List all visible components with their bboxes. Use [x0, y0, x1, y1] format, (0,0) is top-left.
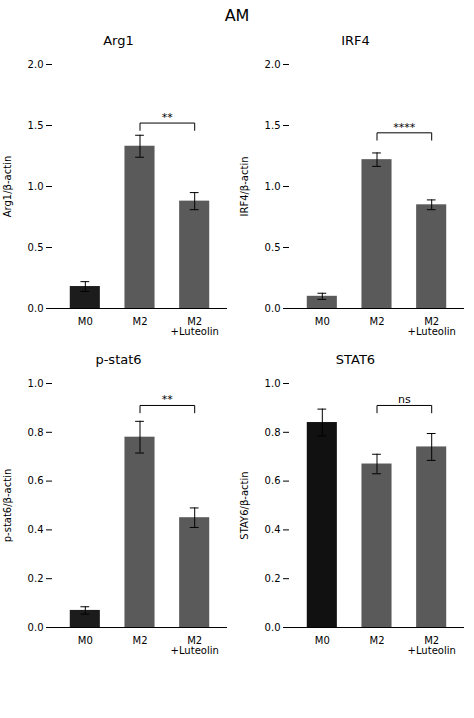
- svg-text:ns: ns: [398, 393, 411, 406]
- svg-text:1.0: 1.0: [28, 378, 44, 389]
- svg-text:0.0: 0.0: [265, 622, 281, 633]
- svg-text:1.0: 1.0: [265, 378, 281, 389]
- svg-text:1.5: 1.5: [265, 120, 281, 131]
- svg-text:**: **: [162, 393, 174, 406]
- svg-text:IRF4/β-actin: IRF4/β-actin: [239, 156, 250, 216]
- svg-text:0.0: 0.0: [28, 303, 44, 314]
- svg-text:0.6: 0.6: [28, 475, 44, 486]
- svg-text:M2: M2: [370, 316, 385, 327]
- svg-text:Arg1/β-actin: Arg1/β-actin: [2, 156, 13, 218]
- svg-text:M2+Luteolin: M2+Luteolin: [408, 316, 456, 337]
- svg-text:M2+Luteolin: M2+Luteolin: [408, 635, 456, 656]
- html-text:AM: AM: [224, 6, 250, 25]
- svg-text:M2: M2: [133, 316, 148, 327]
- svg-text:0.8: 0.8: [28, 427, 44, 438]
- svg-text:0.5: 0.5: [265, 242, 281, 253]
- svg-text:1.0: 1.0: [265, 181, 281, 192]
- svg-text:0.8: 0.8: [265, 427, 281, 438]
- html-text:IRF4: IRF4: [341, 33, 370, 48]
- svg-text:M0: M0: [315, 635, 330, 646]
- svg-text:M2+Luteolin: M2+Luteolin: [171, 316, 219, 337]
- svg-text:1.5: 1.5: [28, 120, 44, 131]
- svg-text:2.0: 2.0: [28, 59, 44, 70]
- svg-text:M2: M2: [370, 635, 385, 646]
- svg-text:STAY6/β-actin: STAY6/β-actin: [239, 471, 250, 539]
- svg-text:0.2: 0.2: [265, 573, 281, 584]
- html-text:STAT6: STAT6: [335, 352, 376, 367]
- svg-text:M0: M0: [78, 635, 93, 646]
- svg-text:1.0: 1.0: [28, 181, 44, 192]
- svg-text:0.5: 0.5: [28, 242, 44, 253]
- svg-text:0.2: 0.2: [28, 573, 44, 584]
- svg-text:0.0: 0.0: [265, 303, 281, 314]
- svg-text:2.0: 2.0: [265, 59, 281, 70]
- svg-text:M2: M2: [133, 635, 148, 646]
- svg-text:0.6: 0.6: [265, 475, 281, 486]
- svg-text:**: **: [162, 111, 174, 124]
- html-text:Arg1: Arg1: [103, 33, 134, 48]
- svg-text:p-stat6/β-actin: p-stat6/β-actin: [2, 469, 13, 543]
- svg-text:0.4: 0.4: [28, 524, 44, 535]
- html-text:p-stat6: p-stat6: [95, 352, 142, 367]
- svg-text:M0: M0: [315, 316, 330, 327]
- svg-text:M2+Luteolin: M2+Luteolin: [171, 635, 219, 656]
- svg-text:0.0: 0.0: [28, 622, 44, 633]
- svg-text:0.4: 0.4: [265, 524, 281, 535]
- svg-text:****: ****: [393, 121, 416, 134]
- svg-text:M0: M0: [78, 316, 93, 327]
